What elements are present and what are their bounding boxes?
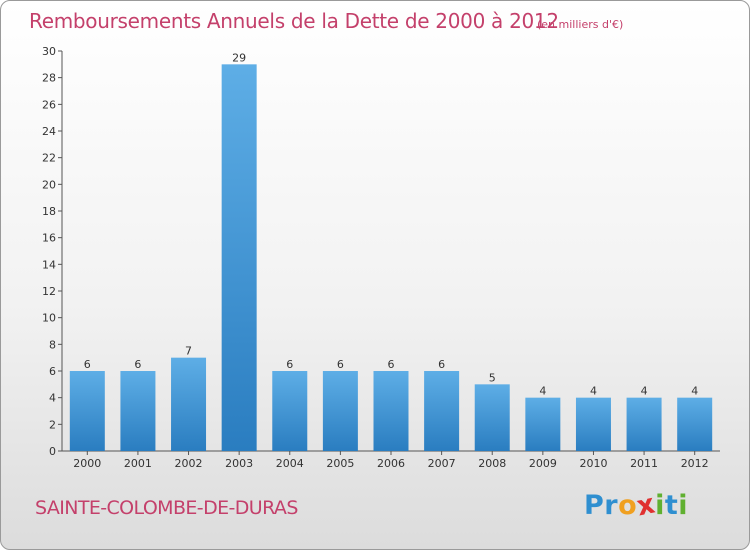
y-tick-label: 28 [42,72,56,85]
logo-letter: i [678,490,689,521]
x-tick-label: 2009 [529,457,557,470]
data-label: 5 [489,371,496,384]
y-tick-label: 16 [42,232,56,245]
x-tick-label: 2005 [326,457,354,470]
bar [424,371,460,451]
y-tick-label: 30 [42,45,56,58]
y-tick-label: 18 [42,205,56,218]
data-label: 29 [232,51,246,64]
y-tick-label: 0 [49,445,56,458]
y-tick-label: 6 [49,365,56,378]
data-label: 6 [388,358,395,371]
y-tick-label: 2 [49,418,56,431]
y-tick-label: 22 [42,152,56,165]
bar [120,371,156,451]
x-tick-label: 2012 [681,457,709,470]
logo-letter: i [655,490,665,521]
data-label: 6 [134,358,141,371]
x-tick-label: 2003 [225,457,253,470]
y-tick-label: 26 [42,98,56,111]
data-label: 4 [539,385,546,398]
bar [221,64,257,452]
x-tick-label: 2000 [73,457,101,470]
x-tick-label: 2002 [175,457,203,470]
x-tick-label: 2011 [630,457,658,470]
data-label: 4 [590,385,597,398]
logo-letter: o [618,490,638,521]
bar [525,397,561,451]
bar [373,371,409,451]
y-tick-label: 12 [42,285,56,298]
y-tick-label: 20 [42,178,56,191]
x-tick-label: 2007 [428,457,456,470]
data-label: 6 [286,358,293,371]
bar [322,371,358,451]
y-tick-label: 10 [42,312,56,325]
bar [677,397,713,451]
bar [69,371,105,451]
x-tick-label: 2004 [276,457,304,470]
bar [474,384,510,451]
bar [171,357,207,451]
proxiti-logo: Proxiti [584,488,689,522]
commune-name: SAINTE-COLOMBE-DE-DURAS [35,497,298,519]
chart-title: Remboursements Annuels de la Dette de 20… [29,9,559,33]
data-label: 4 [641,385,648,398]
bar [626,397,662,451]
x-tick-label: 2008 [478,457,506,470]
x-tick-label: 2006 [377,457,405,470]
unit-label: (en milliers d'€) [537,18,624,31]
labels: 0246810121416182022242628306200062001720… [42,45,709,470]
data-label: 6 [337,358,344,371]
bar [575,397,611,451]
data-label: 6 [438,358,445,371]
y-tick-label: 24 [42,125,56,138]
x-tick-label: 2010 [579,457,607,470]
y-tick-label: 14 [42,258,56,271]
data-label: 6 [84,358,91,371]
y-tick-label: 8 [49,338,56,351]
logo-letter: P [584,490,605,521]
x-tick-label: 2001 [124,457,152,470]
bar [272,371,308,451]
data-label: 7 [185,345,192,358]
bars [69,64,713,452]
y-tick-label: 4 [49,392,56,405]
logo-letter: r [604,490,619,521]
data-label: 4 [691,385,698,398]
logo-letter: t [664,490,679,521]
